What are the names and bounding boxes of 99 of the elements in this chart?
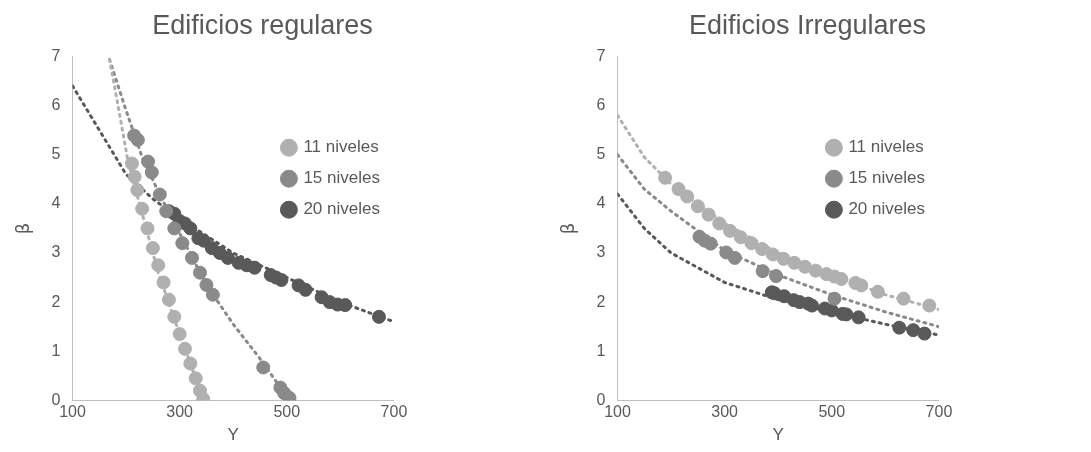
legend-label: 15 niveles bbox=[303, 168, 380, 188]
y-tick-label: 5 bbox=[596, 145, 606, 163]
point bbox=[712, 216, 727, 231]
chart-title: Edificios Irregulares bbox=[688, 9, 927, 40]
x-tick-label: 100 bbox=[604, 403, 631, 421]
point bbox=[274, 273, 289, 287]
line-series bbox=[617, 153, 939, 329]
y-tick-label: 1 bbox=[51, 341, 61, 359]
point bbox=[680, 189, 695, 204]
y-tick-label: 3 bbox=[51, 243, 61, 261]
y-tick-label: 6 bbox=[51, 95, 61, 113]
point bbox=[140, 221, 155, 236]
point bbox=[755, 242, 770, 257]
x-tick-label: 500 bbox=[273, 403, 301, 421]
point bbox=[755, 264, 770, 279]
point bbox=[199, 277, 214, 292]
point bbox=[193, 265, 208, 280]
point bbox=[298, 282, 313, 297]
point bbox=[733, 230, 748, 245]
y-tick-label: 6 bbox=[596, 95, 606, 113]
point bbox=[188, 371, 203, 386]
point bbox=[256, 360, 271, 375]
y-tick-label: 2 bbox=[596, 292, 606, 310]
x-axis-title: Y bbox=[772, 425, 784, 445]
y-tick-label: 7 bbox=[51, 46, 61, 64]
y-axis-title: β bbox=[12, 222, 34, 235]
line-series bbox=[72, 84, 394, 324]
point bbox=[178, 341, 193, 356]
point bbox=[787, 255, 802, 270]
x-tick-label: 700 bbox=[925, 403, 953, 421]
y-tick-label: 5 bbox=[51, 145, 61, 163]
point bbox=[144, 165, 159, 180]
legend-label: 11 niveles bbox=[303, 137, 379, 157]
x-tick-label: 100 bbox=[59, 403, 86, 421]
point bbox=[141, 154, 156, 169]
y-tick-label: 0 bbox=[596, 390, 606, 408]
line-series bbox=[617, 192, 939, 337]
point bbox=[124, 156, 139, 171]
point bbox=[184, 250, 199, 265]
x-axis-title: Y bbox=[227, 425, 239, 445]
y-tick-label: 7 bbox=[596, 46, 606, 64]
point bbox=[906, 323, 921, 338]
point bbox=[854, 278, 869, 293]
point bbox=[892, 320, 907, 335]
chart-title: Edificios regulares bbox=[152, 9, 373, 40]
point bbox=[870, 284, 885, 299]
y-axis-title: β bbox=[557, 222, 579, 235]
x-tick-label: 300 bbox=[166, 403, 194, 421]
point bbox=[183, 221, 198, 236]
y-tick-label: 2 bbox=[51, 292, 61, 310]
legend-label: 15 niveles bbox=[848, 168, 925, 188]
point bbox=[183, 356, 198, 371]
point bbox=[205, 287, 220, 302]
point bbox=[371, 309, 386, 324]
y-tick-label: 1 bbox=[596, 341, 606, 359]
point bbox=[851, 310, 866, 325]
point bbox=[769, 269, 784, 284]
point bbox=[161, 292, 176, 307]
point bbox=[744, 236, 759, 251]
point bbox=[175, 236, 190, 251]
point bbox=[167, 309, 182, 324]
legend-label: 11 niveles bbox=[848, 137, 924, 157]
point bbox=[834, 272, 849, 287]
y-tick-label: 4 bbox=[51, 194, 61, 212]
point bbox=[776, 251, 791, 266]
point bbox=[808, 263, 823, 278]
x-tick-label: 700 bbox=[380, 403, 408, 421]
point bbox=[798, 259, 813, 274]
point bbox=[152, 187, 167, 202]
point bbox=[922, 298, 937, 313]
point bbox=[917, 326, 932, 341]
point bbox=[703, 236, 718, 251]
point bbox=[151, 258, 166, 273]
y-tick-label: 3 bbox=[596, 243, 606, 261]
point bbox=[658, 170, 673, 185]
point bbox=[765, 247, 780, 262]
point bbox=[172, 327, 187, 342]
line-series bbox=[617, 113, 939, 311]
legend-label: 20 niveles bbox=[848, 199, 925, 219]
point bbox=[130, 132, 145, 147]
point bbox=[167, 221, 182, 236]
y-tick-label: 4 bbox=[596, 194, 606, 212]
point bbox=[827, 291, 842, 306]
point bbox=[896, 291, 911, 306]
x-tick-label: 500 bbox=[818, 403, 846, 421]
y-tick-label: 0 bbox=[51, 390, 61, 408]
point bbox=[156, 275, 171, 290]
legend-label: 20 niveles bbox=[303, 199, 380, 219]
x-tick-label: 300 bbox=[711, 403, 739, 421]
point bbox=[690, 199, 705, 214]
point bbox=[130, 183, 145, 198]
point bbox=[701, 207, 716, 222]
point bbox=[723, 223, 738, 238]
point bbox=[247, 260, 262, 275]
point bbox=[220, 250, 235, 265]
point bbox=[127, 169, 142, 184]
point bbox=[145, 241, 160, 256]
point bbox=[135, 201, 150, 216]
point bbox=[727, 250, 742, 265]
